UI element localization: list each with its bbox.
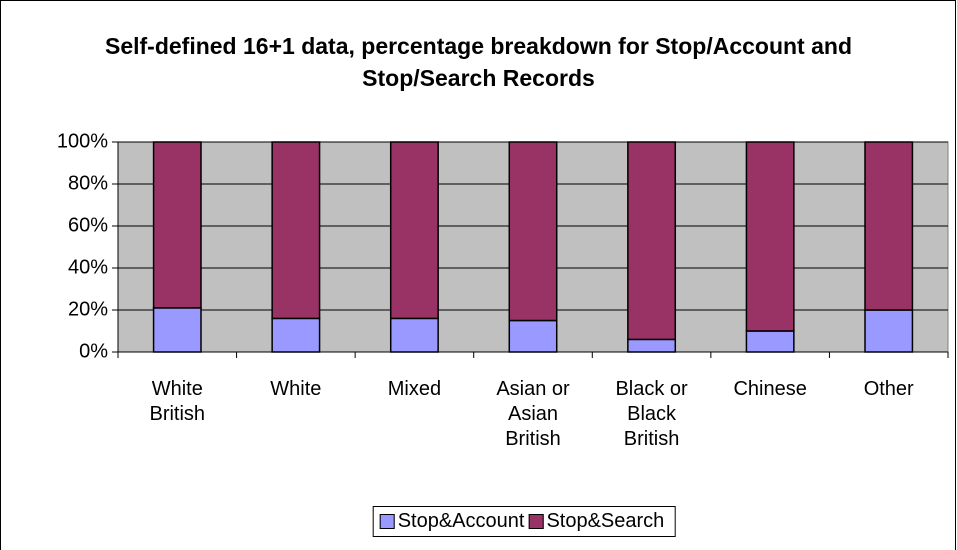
legend-item: Stop&Account [379, 510, 525, 533]
x-tick-label: Asian or Asian British [496, 378, 570, 450]
x-tick-label: Chinese [733, 378, 807, 400]
legend-item: Stop&Search [528, 510, 664, 533]
y-tick-label: 60% [68, 214, 108, 236]
bar-segment [508, 319, 558, 353]
y-tick-label: 40% [68, 256, 108, 278]
y-tick-label: 80% [68, 172, 108, 194]
y-tick-label: 0% [79, 340, 108, 362]
y-tick-label: 20% [68, 298, 108, 320]
legend: Stop&Account Stop&Search [372, 506, 676, 537]
y-tick-label: 100% [57, 130, 108, 152]
bar-segment [271, 317, 321, 353]
legend-label: Stop&Search [546, 510, 665, 532]
bar-segment [271, 141, 321, 320]
bar-segment [152, 141, 202, 309]
bar-segment [864, 141, 914, 311]
x-tick-label: White British [149, 378, 206, 425]
legend-swatch [528, 514, 544, 529]
legend-label: Stop&Account [397, 510, 525, 532]
chart-title: Self-defined 16+1 data, percentage break… [104, 33, 852, 91]
x-tick-label: Mixed [387, 378, 442, 400]
bar-segment [389, 317, 439, 353]
bar-segment [745, 141, 795, 332]
bar-segment [627, 338, 677, 353]
x-tick-label: Black or Black British [615, 378, 688, 450]
x-tick-label: White [270, 378, 322, 400]
bar-segment [627, 141, 677, 341]
bar-segment [389, 141, 439, 320]
bar-segment [864, 309, 914, 353]
bar-segment [745, 330, 795, 353]
bar-segment [508, 141, 558, 322]
bar-segment [152, 307, 202, 353]
legend-swatch [379, 514, 395, 529]
x-tick-label: Other [863, 378, 914, 400]
